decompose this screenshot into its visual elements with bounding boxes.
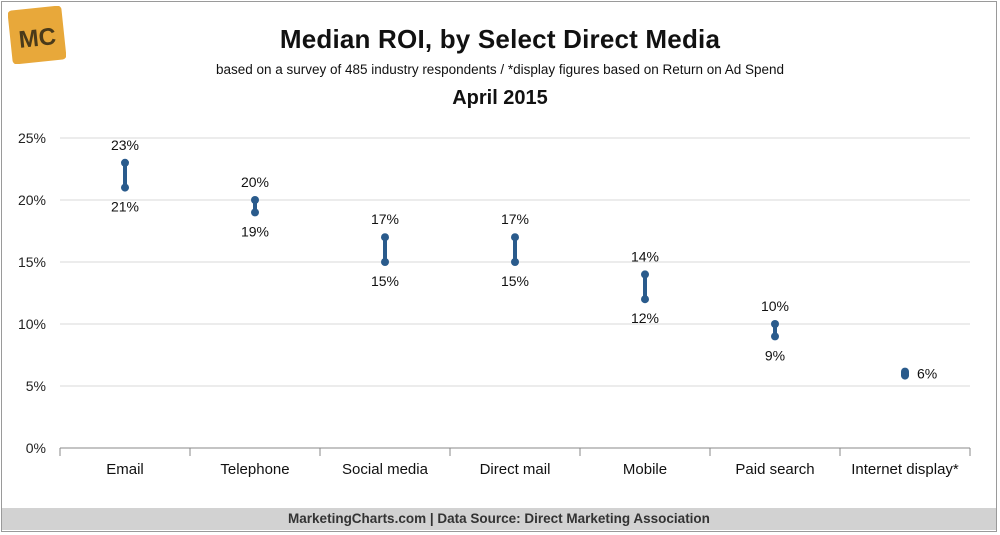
low-point: [641, 295, 649, 304]
y-tick-label: 5%: [26, 378, 46, 394]
x-category-label: Telephone: [220, 461, 289, 478]
chart-title: Median ROI, by Select Direct Media: [279, 24, 721, 54]
x-category-label: Paid search: [735, 461, 814, 478]
high-value-label: 17%: [501, 211, 529, 227]
high-point: [381, 233, 389, 242]
low-value-label: 19%: [241, 223, 269, 239]
y-tick-label: 25%: [18, 130, 46, 146]
y-tick-label: 0%: [26, 440, 46, 456]
high-value-label: 14%: [631, 248, 659, 264]
y-tick-label: 20%: [18, 192, 46, 208]
y-tick-label: 10%: [18, 316, 46, 332]
high-value-label: 20%: [241, 174, 269, 190]
high-point: [251, 196, 259, 204]
low-point: [771, 332, 779, 341]
low-point: [121, 183, 129, 192]
high-value-label: 23%: [111, 137, 139, 153]
range-chart: 0% 5% 10% 15% 20% 25% Email Telephone Social med…: [18, 130, 971, 478]
high-value-label: 10%: [761, 298, 789, 314]
high-point: [771, 320, 779, 328]
marketingcharts-logo: MC: [8, 6, 66, 64]
footer-source: MarketingCharts.com | Data Source: Direc…: [2, 508, 996, 530]
high-value-label: 6%: [917, 366, 937, 382]
high-point: [121, 158, 129, 167]
low-value-label: 15%: [501, 273, 529, 289]
low-value-label: 9%: [765, 347, 785, 363]
low-value-label: 15%: [371, 273, 399, 289]
low-point: [381, 258, 389, 266]
logo-text: MC: [17, 23, 57, 54]
x-category-label: Social media: [342, 461, 429, 478]
high-point: [511, 233, 519, 242]
low-point: [251, 208, 259, 217]
x-category-label: Direct mail: [480, 461, 551, 478]
x-category-label: Email: [106, 461, 144, 478]
y-tick-label: 15%: [18, 254, 46, 270]
x-category-label: Internet display*: [851, 461, 959, 478]
high-point: [641, 270, 649, 279]
single-point: [901, 367, 909, 380]
low-value-label: 12%: [631, 310, 659, 326]
high-value-label: 17%: [371, 211, 399, 227]
low-value-label: 21%: [111, 199, 139, 215]
chart-subtitle: based on a survey of 485 industry respon…: [215, 62, 785, 77]
x-category-label: Mobile: [623, 461, 667, 478]
low-point: [511, 258, 519, 266]
chart-date: April 2015: [452, 87, 548, 109]
